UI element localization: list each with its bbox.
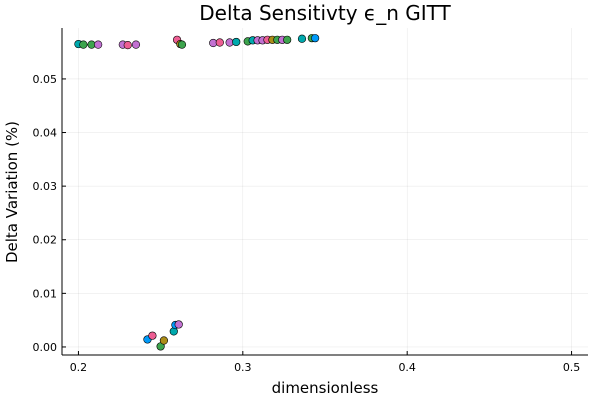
- x-tick-label: 0.5: [563, 361, 581, 374]
- data-point: [94, 40, 103, 49]
- data-point: [79, 40, 88, 49]
- y-tick-label: 0.00: [33, 341, 58, 354]
- grid: [62, 28, 588, 355]
- x-axis-label: dimensionless: [272, 379, 379, 397]
- data-point: [174, 320, 183, 329]
- data-point: [123, 41, 132, 50]
- y-tick-label: 0.01: [33, 287, 58, 300]
- x-tick-label: 0.3: [234, 361, 252, 374]
- chart-title: Delta Sensitivty ϵ_n GITT: [199, 1, 451, 25]
- data-point: [177, 40, 187, 49]
- data-points: [74, 34, 320, 351]
- y-tick-label: 0.03: [33, 180, 58, 193]
- data-point: [131, 40, 141, 49]
- data-point: [283, 35, 292, 44]
- data-point: [297, 34, 307, 43]
- y-tick-label: 0.02: [33, 234, 58, 247]
- data-point: [311, 34, 320, 43]
- data-point: [159, 336, 169, 345]
- ticks: 0.2 0.3 0.4 0.5 0.00 0.01 0.02 0.03 0.04 0.05: [33, 73, 581, 374]
- x-tick-label: 0.4: [398, 361, 416, 374]
- y-axis-label: Delta Variation (%): [3, 121, 21, 263]
- data-point: [148, 331, 157, 340]
- y-tick-label: 0.05: [33, 73, 58, 86]
- y-tick-label: 0.04: [33, 127, 58, 140]
- data-point: [215, 38, 224, 47]
- data-point: [232, 37, 241, 47]
- axes: [61, 28, 588, 356]
- x-tick-label: 0.2: [70, 361, 88, 374]
